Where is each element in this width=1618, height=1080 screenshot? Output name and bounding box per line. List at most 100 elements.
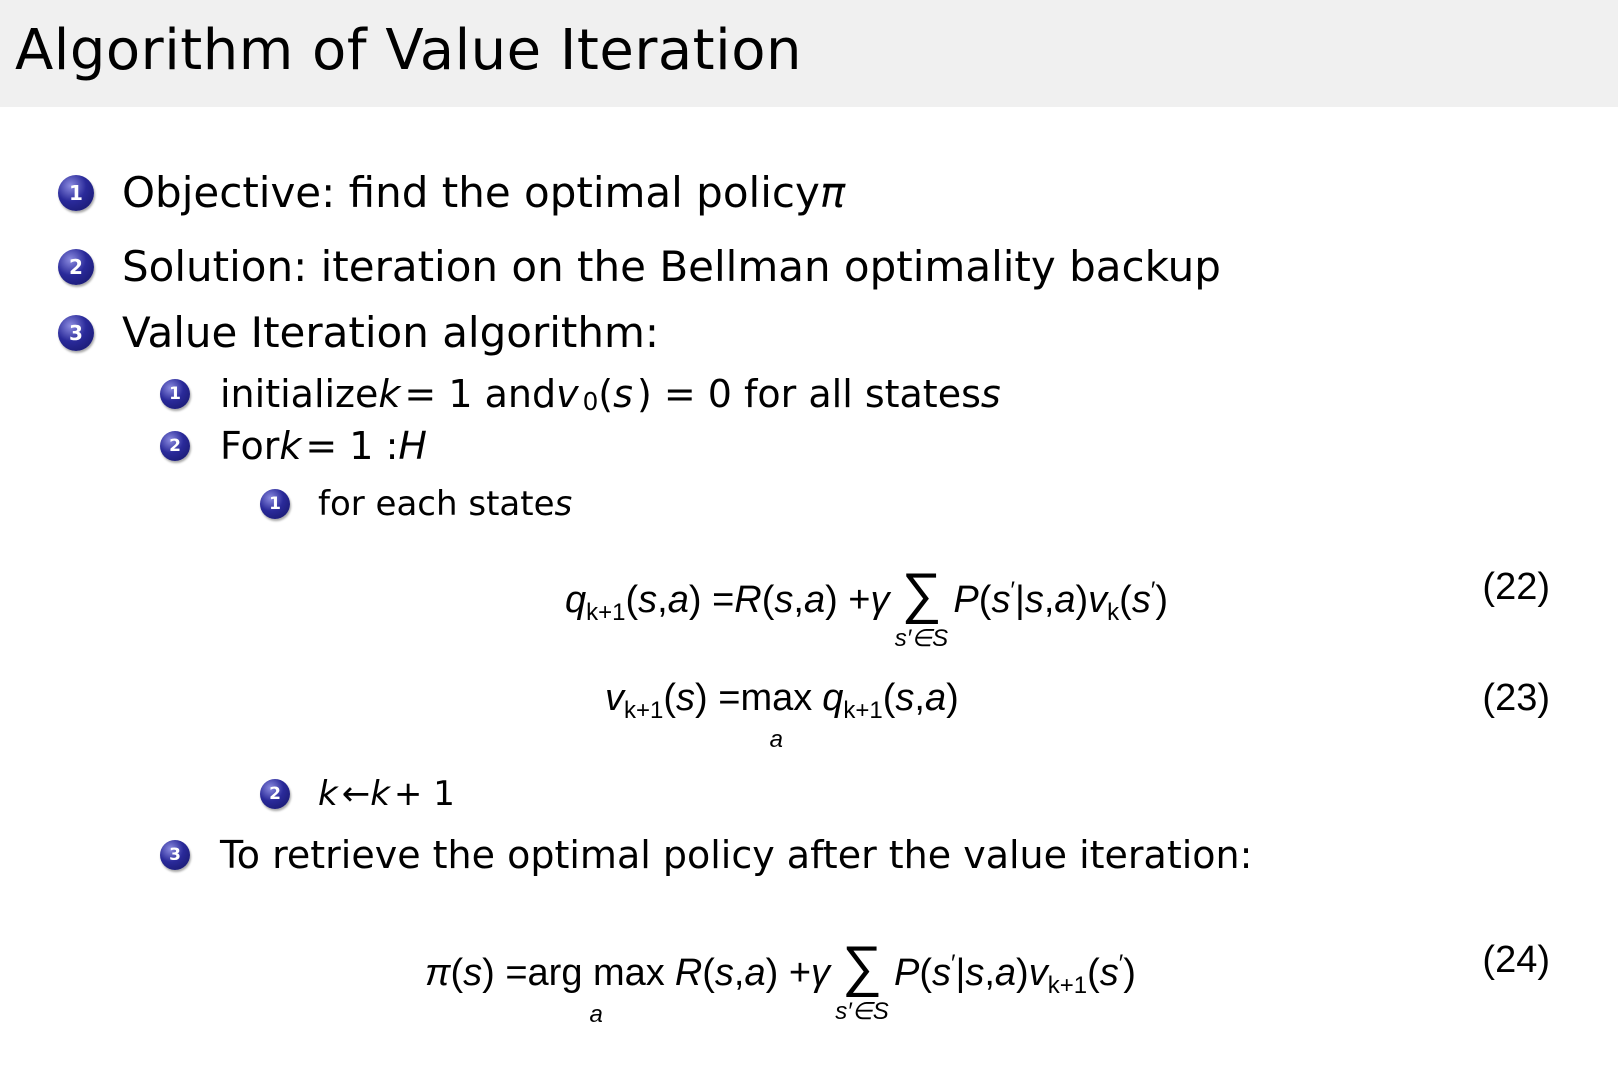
math-token: ) — [1016, 952, 1029, 994]
math-token: k+1 — [624, 697, 664, 724]
math-token: R — [674, 952, 703, 994]
math-token: ( — [450, 952, 464, 994]
math-token: s — [714, 952, 734, 994]
math-token: a — [1054, 579, 1076, 621]
slide-title: Algorithm of Value Iteration — [15, 18, 802, 83]
math-token: ( — [1087, 952, 1100, 994]
math-token: R — [734, 579, 762, 621]
math-token: ) = — [482, 952, 528, 994]
math-token: v — [1088, 579, 1108, 621]
title-bar: Algorithm of Value Iteration — [0, 0, 1618, 107]
math-token: ) — [1155, 579, 1168, 621]
item-text: To retrieve the optimal policy after the… — [220, 833, 1253, 877]
equation-number: (23) — [1482, 677, 1550, 719]
math-token: , — [1043, 579, 1055, 621]
math-token: s — [1099, 952, 1119, 994]
numbered-bullet-icon: 2 — [58, 248, 94, 285]
math-token: ′ — [1118, 950, 1124, 977]
math-token: q — [565, 579, 587, 621]
math-token: ( — [978, 579, 992, 621]
math-token: k — [1107, 599, 1120, 626]
math-token: P — [953, 579, 979, 621]
math-token: ′ — [950, 950, 956, 977]
numbered-bullet-icon: 3 — [58, 314, 94, 351]
operator: max a — [740, 676, 813, 751]
item-text: for each state — [318, 484, 555, 524]
item-text: + 1 — [393, 774, 455, 814]
math-token: ) — [946, 677, 959, 719]
math-token: s — [895, 677, 915, 719]
item-text: ( — [598, 372, 614, 416]
math-symbol: k — [378, 372, 401, 416]
math-token: s — [965, 952, 985, 994]
operator-subscript: a — [769, 725, 783, 753]
math-token: ) = — [688, 579, 735, 621]
list-item: 2 Solution: iteration on the Bellman opt… — [58, 242, 1221, 291]
numbered-bullet-icon: 3 — [160, 840, 190, 870]
math-token: s — [774, 579, 794, 621]
sum-limit: s′∈S — [835, 998, 889, 1025]
math-token: ) = — [695, 677, 741, 719]
numbered-bullet-icon: 1 — [160, 379, 190, 409]
math-symbol: k — [370, 774, 390, 814]
sum-symbol-icon: ∑ — [842, 934, 882, 997]
math-token: a — [744, 952, 766, 994]
math-token: γ — [811, 952, 831, 994]
math-token: ( — [761, 579, 775, 621]
operator-name: max — [740, 677, 813, 719]
math-token: k+1 — [586, 599, 626, 626]
math-token: ) + — [825, 579, 871, 621]
equation-22: q k+1(s, a) = R(s, a) + γ ∑ s′∈S P(s ′ | s, a) v k… — [565, 561, 1168, 651]
math-token: s — [1131, 579, 1151, 621]
item-text: Objective: find the optimal policy — [122, 168, 820, 217]
math-token: , — [657, 579, 668, 621]
math-token: s — [931, 952, 951, 994]
math-token: ′ — [1150, 577, 1156, 604]
list-item: 3 Value Iteration algorithm: — [58, 308, 659, 357]
sum-symbol-icon: ∑ — [901, 561, 942, 624]
equation-23: v k+1(s) = max a q k+1(s, a) — [605, 676, 959, 751]
item-text: Solution: iteration on the Bellman optim… — [122, 242, 1221, 291]
math-token: ( — [625, 579, 639, 621]
item-text: ← — [341, 774, 371, 814]
math-symbol: s — [613, 372, 633, 416]
summation: ∑ s′∈S — [835, 934, 888, 1024]
math-symbol: v — [556, 372, 579, 416]
operator: arg max a — [527, 951, 665, 1026]
math-token: a — [994, 952, 1017, 994]
math-token: ( — [702, 952, 715, 994]
list-item: 1 Objective: find the optimal policy π — [58, 168, 845, 217]
math-token: v — [605, 677, 624, 719]
sub-list-item: 1 initialize k = 1 and v 0(s) = 0 for all … — [160, 372, 1005, 416]
item-text: = 1 and — [404, 372, 557, 416]
equation-24: π(s) = arg max a R(s, a) + γ ∑ s′∈S P(s ′ | s, a… — [425, 934, 1136, 1027]
math-token: s — [676, 677, 696, 719]
math-token: | — [955, 952, 966, 994]
item-text: ) = 0 for all states — [636, 372, 981, 416]
item-text: 0 — [582, 386, 599, 416]
math-symbol: k — [279, 424, 302, 468]
math-token: γ — [870, 579, 890, 621]
numbered-bullet-icon: 1 — [260, 489, 290, 519]
math-token: , — [914, 677, 925, 719]
math-token: P — [893, 952, 920, 994]
operator-name: arg max — [527, 952, 665, 994]
sub-list-item: 2 For k = 1 : H — [160, 424, 431, 468]
item-text: initialize — [220, 372, 379, 416]
item-text: = 1 : — [305, 424, 399, 468]
math-token: ) + — [765, 952, 812, 994]
math-token: v — [1028, 952, 1048, 994]
math-token: a — [667, 579, 689, 621]
math-token: , — [733, 952, 745, 994]
math-token: s — [463, 952, 483, 994]
math-token: ) — [1075, 579, 1089, 621]
item-text: Value Iteration algorithm: — [122, 308, 660, 357]
math-token: a — [924, 677, 947, 719]
math-symbol: s — [554, 484, 573, 524]
math-symbol: H — [398, 424, 427, 468]
numbered-bullet-icon: 1 — [58, 174, 94, 211]
math-token: | — [1014, 579, 1025, 621]
math-token: π — [425, 952, 451, 994]
math-token: ( — [882, 677, 896, 719]
math-token: k+1 — [843, 697, 883, 724]
